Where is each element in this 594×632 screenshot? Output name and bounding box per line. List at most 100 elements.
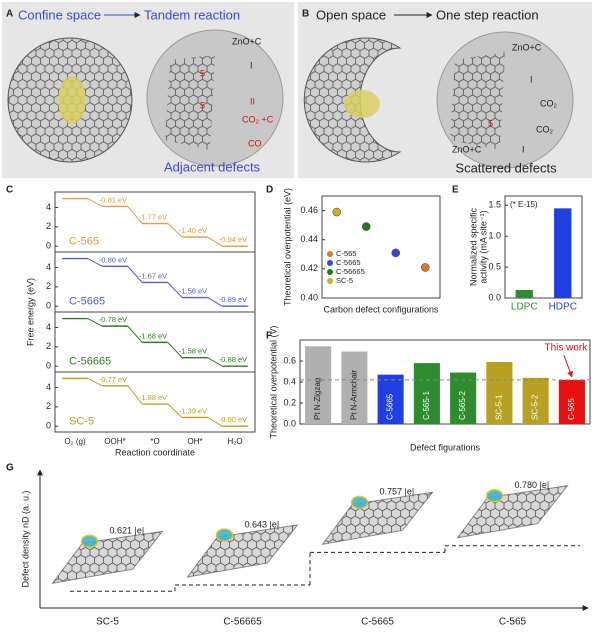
y-tick-label: 0.4 — [283, 376, 296, 386]
step-label: -1.56 eV — [179, 287, 207, 296]
label: CO₂ — [540, 98, 558, 108]
value-label: 0.643 |e| — [245, 519, 280, 529]
cavity — [58, 76, 86, 124]
bar-label: C-565-1 — [422, 391, 431, 420]
energy-step — [207, 417, 223, 427]
step-label: -0.89 eV — [219, 295, 247, 304]
energy-step — [127, 265, 143, 283]
y-tick-label: 0.46 — [300, 205, 318, 215]
y-tick-label: 0.6 — [283, 355, 296, 365]
bar-label: C-565 — [567, 398, 576, 420]
label: 5 — [200, 100, 205, 110]
energy-step — [87, 318, 103, 327]
x-tick-label: HDPC — [549, 302, 577, 313]
step-label: -1.88 eV — [139, 393, 167, 402]
legend-marker — [327, 251, 333, 257]
energy-step — [87, 258, 103, 267]
plot-frame — [321, 195, 441, 299]
point — [332, 207, 342, 217]
label: ZnO+C — [232, 36, 262, 46]
y-tick-label: 2 — [46, 281, 51, 291]
charge-density — [215, 528, 234, 542]
energy-step — [87, 198, 103, 207]
step-label: -0.88 eV — [219, 355, 247, 364]
y-tick-label: 0 — [46, 301, 51, 311]
y-axis-label: activity (mA site⁻¹) — [478, 210, 488, 283]
x-tick-label: H₂O — [227, 437, 242, 446]
x-tick-label: C-565 — [499, 617, 527, 628]
step-label: -0.94 eV — [219, 235, 247, 244]
bar — [413, 363, 440, 424]
y-axis-label: Free energy (eV) — [25, 278, 35, 346]
step-label: -0.90 eV — [219, 415, 247, 424]
bar — [554, 208, 572, 298]
energy-step — [127, 385, 143, 405]
step-label: -1.40 eV — [179, 226, 207, 235]
molecule-structure — [457, 485, 568, 538]
value-label: 0.621 |e| — [110, 526, 145, 536]
y-tick-label: 0.40 — [300, 292, 318, 302]
graphene — [165, 55, 215, 150]
x-axis-label: Carbon defect configurations — [323, 304, 439, 314]
panel-letter: D — [266, 185, 273, 196]
label: 5 — [488, 118, 493, 128]
bar — [341, 351, 368, 424]
panel-letter: G — [6, 463, 14, 474]
step-label: -1.77 eV — [139, 213, 167, 222]
label: CO₂ — [536, 124, 554, 134]
y-tick-label: 0.2 — [283, 397, 296, 407]
label: I — [530, 74, 533, 84]
plot-frame — [504, 195, 583, 299]
y-tick-label: 0.0 — [283, 418, 296, 428]
annotation: This work — [544, 343, 588, 354]
panel-letter: F — [266, 331, 272, 342]
y-tick-label: 0 — [46, 421, 51, 431]
y-tick-label: 0.0 — [488, 292, 501, 302]
legend-label: SC-5 — [336, 276, 353, 285]
label: CO₂ +C — [242, 114, 274, 124]
heading: Tandem reaction — [144, 7, 240, 22]
point — [391, 248, 401, 258]
legend-marker — [327, 278, 333, 284]
bar — [522, 377, 549, 424]
cavity — [344, 90, 380, 118]
legend-label: C-56665 — [336, 267, 365, 276]
step-label: -0.80 eV — [99, 255, 127, 264]
y-tick-label: 0 — [46, 241, 51, 251]
energy-step — [127, 325, 143, 343]
graphene — [450, 52, 505, 150]
point — [361, 222, 371, 231]
label: I — [522, 144, 525, 154]
energy-step — [167, 223, 183, 238]
x-axis-label: Defect figurations — [410, 442, 481, 452]
y-tick-label: 2 — [46, 401, 51, 411]
label: I — [250, 60, 253, 70]
label: ZnO+C — [512, 42, 542, 52]
bar-label: Pt N-Zigzag — [313, 378, 322, 420]
y-axis-label: Normalized specific — [468, 207, 478, 286]
bar-label: SC-5-1 — [494, 394, 503, 420]
point — [420, 263, 430, 272]
energy-step — [127, 206, 143, 224]
x-tick-label: LDPC — [511, 302, 538, 313]
value-label: 0.757 |e| — [380, 487, 415, 497]
caption: Adjacent defects — [164, 159, 261, 174]
y-tick-label: 1.5 — [488, 200, 501, 210]
bar-label: C-565-2 — [458, 391, 467, 420]
bar — [558, 379, 585, 424]
bar — [486, 362, 513, 424]
molecule-structure — [322, 492, 433, 545]
step-label: -0.77 eV — [99, 375, 127, 384]
bar-label: Pt N-Armchair — [349, 369, 358, 420]
y-tick-label: 4 — [46, 322, 51, 332]
series-label: C-5665 — [69, 296, 105, 308]
series-label: SC-5 — [69, 416, 94, 428]
energy-step — [167, 403, 183, 418]
panel-letter: C — [6, 185, 13, 196]
y-tick-label: 0 — [46, 361, 51, 371]
value-label: 0.780 |e| — [515, 480, 550, 490]
step-label: -1.39 eV — [179, 406, 207, 415]
y-axis-label: Defect density nD (a. u.) — [20, 490, 30, 587]
label: II — [250, 96, 255, 106]
